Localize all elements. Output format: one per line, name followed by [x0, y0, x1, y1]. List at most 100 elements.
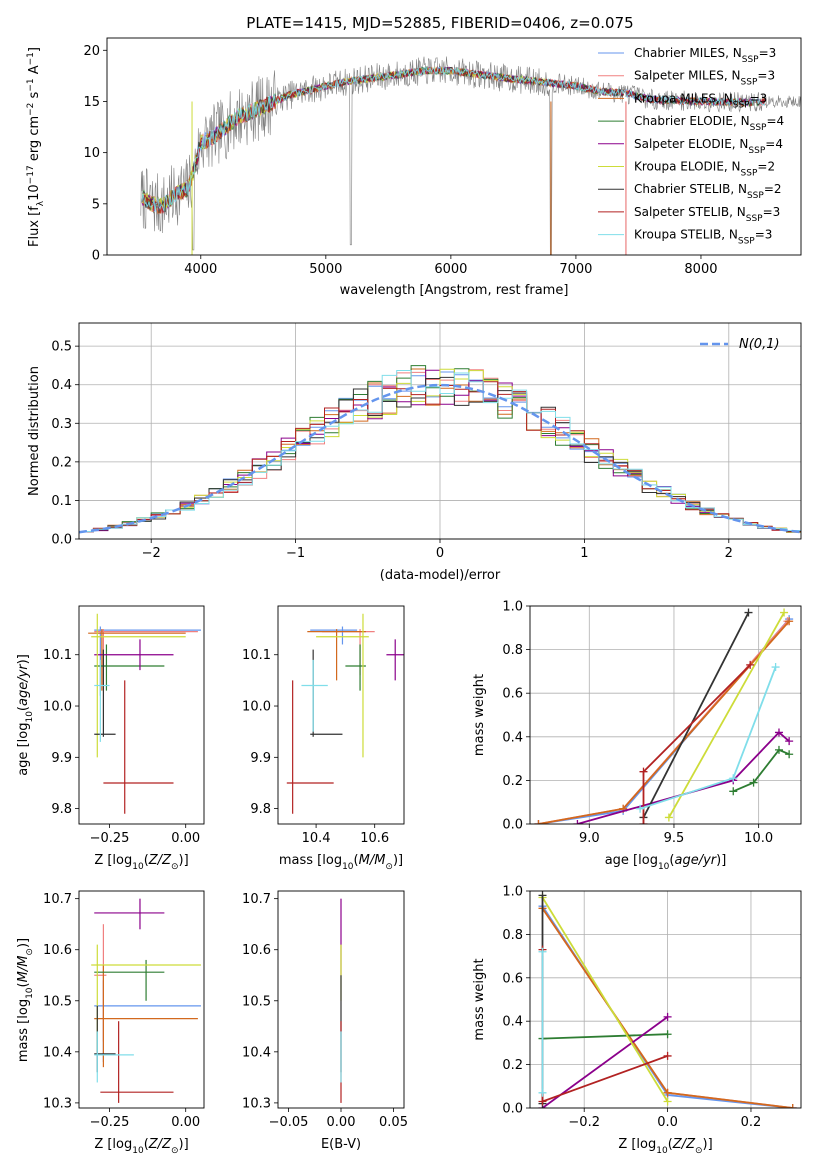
marker-chabrier_stelib [538, 891, 547, 900]
label-part: Chabrier MILES, N [634, 46, 742, 60]
plot-massweight_vs_Z: −0.2 0.0 0.2 0.0 0.2 0.4 0.6 0.8 1.0 Z [log10(Z/Z… [472, 885, 802, 1156]
label-part: =3 [759, 46, 777, 60]
label-part: SSP [733, 100, 750, 110]
line-salpeter_elodie [541, 1016, 669, 1108]
axes-frame [106, 37, 802, 256]
label-part: Z [log [94, 1137, 132, 1152]
label-part: −17 [26, 165, 36, 184]
ticks: −0.2 0.0 0.2 0.0 0.2 0.4 0.6 0.8 1.0 [502, 885, 761, 1131]
label-part: Flux [f [27, 206, 42, 247]
x-tick-label: −0.25 [90, 1115, 130, 1130]
x-tick-label: −0.2 [568, 1115, 600, 1130]
x-axis-label: Z [log10(Z/Z⊙)] [94, 853, 188, 872]
label-part: erg cm [27, 116, 42, 165]
legend-label: Kroupa MILES, NSSP=3 [634, 91, 767, 110]
legend-label: Chabrier MILES, NSSP=3 [634, 46, 776, 65]
line-kroupa_elodie [541, 897, 669, 1102]
y-tick-label: 10.3 [242, 1096, 271, 1111]
plot-age_vs_Z: −0.25 0.009.89.910.010.1Z [log10(Z/Z⊙)]ag… [16, 605, 205, 872]
legend-label: Salpeter STELIB, NSSP=3 [634, 205, 780, 224]
label-part: =4 [766, 114, 784, 128]
x-tick-label: 0.00 [327, 1115, 356, 1130]
x-axis-label: age [log10(age/yr)] [605, 853, 727, 872]
label-part: Chabrier ELODIE, N [634, 114, 750, 128]
line-kroupa_stelib [639, 666, 777, 810]
label-part: 10 [25, 987, 35, 999]
histogram-kroupa_elodie [79, 368, 801, 533]
label-part: 10 [658, 862, 670, 872]
label-part: A [27, 65, 42, 78]
label-part: ⊙ [171, 862, 179, 872]
spectrum-title: PLATE=1415, MJD=52885, FIBERID=0406, z=0… [246, 14, 633, 32]
legend-label: Salpeter ELODIE, NSSP=4 [634, 137, 783, 156]
y-tick-label: 0.2 [51, 455, 72, 470]
plot-area [140, 56, 801, 255]
label-part: =3 [755, 228, 773, 242]
label-part: mass [log [16, 999, 31, 1062]
label-part: )] [716, 853, 726, 868]
y-tick-label: 0.4 [502, 1015, 523, 1030]
y-tick-label: 0.8 [502, 928, 523, 943]
axes-frame [78, 605, 205, 825]
legend-label: N(0,1) [739, 337, 780, 352]
marker-salpeter_stelib [639, 767, 648, 776]
plot-area [534, 608, 794, 824]
y-tick-label: 0.2 [502, 1058, 523, 1073]
x-axis-label: Z [log10(Z/Z⊙)] [94, 1137, 188, 1156]
x-tick-label: 7000 [559, 262, 592, 277]
y-tick-label: 0.6 [502, 687, 523, 702]
ticks: −2 −1 0 1 2 0.0 0.1 0.2 0.3 0.4 0.5 [51, 340, 733, 561]
y-tick-label: 1.0 [502, 885, 523, 900]
label-part: age/yr [16, 663, 31, 706]
x-tick-label: −2 [142, 546, 161, 561]
model-kroupa_stelib [141, 66, 766, 212]
axes-frame [529, 890, 802, 1109]
x-tick-label: 5000 [309, 262, 342, 277]
plot-area [79, 365, 801, 534]
label-part: −1 [26, 78, 36, 91]
marker-salpeter_stelib [663, 1051, 672, 1060]
marker-chabrier_elodie [663, 1030, 672, 1039]
y-axis-label: mass weight [472, 674, 487, 756]
marker-chabrier_elodie [749, 778, 758, 787]
marker-chabrier_elodie [785, 750, 794, 759]
y-tick-label: 10.4 [43, 1045, 72, 1060]
y-tick-label: 10.3 [43, 1096, 72, 1111]
line-kroupa_elodie [668, 612, 785, 818]
label-part: ⊙ [385, 862, 393, 872]
label-part: E(B-V) [321, 1137, 361, 1152]
x-axis-label: mass [log10(M/M⊙)] [279, 853, 403, 872]
x-tick-label: 8000 [684, 262, 717, 277]
marker-kroupa_stelib [538, 947, 547, 956]
observed-spectrum [140, 56, 801, 255]
marker-kroupa_elodie [664, 813, 673, 822]
y-tick-label: 0.4 [51, 378, 72, 393]
label-part: SSP [750, 123, 767, 133]
label-part: ( [668, 1137, 673, 1152]
line-chabrier_elodie [732, 748, 790, 793]
x-tick-label: 9.5 [664, 831, 685, 846]
marker-salpeter_elodie [573, 820, 582, 824]
label-part: Kroupa MILES, N [634, 91, 733, 105]
label-part: 10 [27, 184, 42, 201]
y-tick-label: 0 [92, 249, 100, 264]
ticks: −0.25 0.00 10.3 10.4 10.5 10.6 10.7 [43, 892, 200, 1130]
ticks: 10.4 10.6 9.8 9.9 10.0 10.1 [242, 648, 389, 846]
marker-chabrier_elodie [774, 745, 783, 754]
ticks: −0.05 0.00 0.05 10.3 10.4 10.5 10.6 10.7 [242, 892, 408, 1130]
label-part: )] [16, 654, 31, 664]
marker-kroupa_elodie [663, 1097, 672, 1106]
label-part: ( [354, 853, 359, 868]
y-tick-label: 10.0 [242, 700, 271, 715]
x-tick-label: 10.4 [302, 831, 331, 846]
label-part: ( [16, 982, 31, 987]
plot-mass_vs_EBV: −0.05 0.00 0.05 10.3 10.4 10.5 10.6 10.7 E(B-V) [242, 890, 408, 1152]
marker-kroupa_stelib [729, 774, 738, 783]
plot-area [538, 891, 797, 1108]
label-part: ( [144, 1137, 149, 1152]
x-tick-label: −0.05 [269, 1115, 309, 1130]
marker-salpeter_elodie [774, 728, 783, 737]
label-part: SSP [741, 78, 758, 88]
